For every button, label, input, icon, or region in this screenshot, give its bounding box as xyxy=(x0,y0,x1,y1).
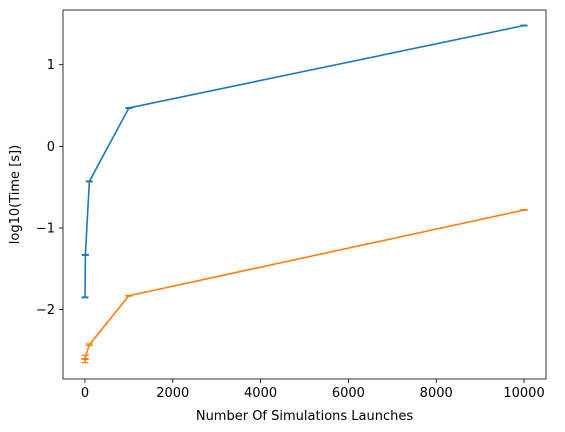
x-tick-label: 6000 xyxy=(332,386,365,401)
x-tick-label: 4000 xyxy=(244,386,277,401)
series-2 xyxy=(81,209,528,364)
x-axis: 0 2000 4000 6000 8000 10000 xyxy=(81,379,545,401)
series-line xyxy=(84,24,525,298)
y-axis-label: log10(Time [s]) xyxy=(8,145,23,244)
x-tick-label: 0 xyxy=(81,386,89,401)
series-1 xyxy=(81,24,528,299)
plot-area-frame xyxy=(62,9,547,380)
x-tick-label: 10000 xyxy=(503,386,544,401)
y-tick-label: 1 xyxy=(47,58,55,73)
series-layer xyxy=(81,24,528,364)
x-tick-label: 8000 xyxy=(420,386,453,401)
y-tick-label: −2 xyxy=(36,303,55,318)
y-tick-label: 0 xyxy=(47,140,55,155)
series-line xyxy=(84,209,525,362)
x-tick-label: 2000 xyxy=(156,386,189,401)
x-axis-label: Number Of Simulations Launches xyxy=(196,409,414,424)
y-axis: −2 −1 0 1 xyxy=(36,58,63,318)
y-tick-label: −1 xyxy=(36,221,55,236)
